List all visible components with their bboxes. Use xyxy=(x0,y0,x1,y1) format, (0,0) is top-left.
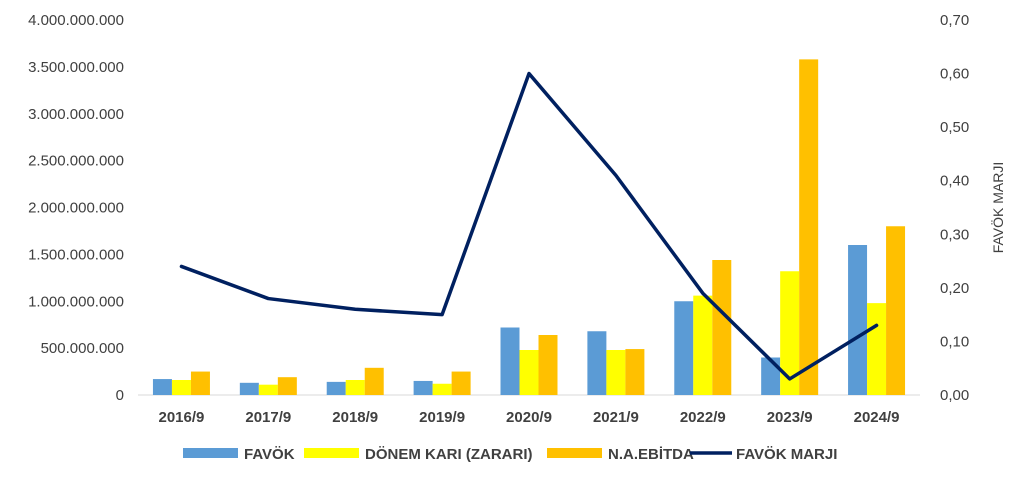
bar-d-nem-kari-zarari xyxy=(171,380,191,395)
bar-n-a-ebi-tda xyxy=(277,377,297,395)
bar-fav-k xyxy=(587,331,607,395)
bar-n-a-ebi-tda xyxy=(625,349,645,395)
legend-swatch xyxy=(547,448,602,458)
bar-d-nem-kari-zarari xyxy=(780,271,800,395)
bar-d-nem-kari-zarari xyxy=(693,295,713,395)
bar-n-a-ebi-tda xyxy=(451,371,471,395)
bar-n-a-ebi-tda xyxy=(538,335,558,395)
y-left-tick-label: 1.500.000.000 xyxy=(28,246,124,263)
x-axis: 2016/9 2017/9 2018/9 2019/9 2020/9 2021/9 2022… xyxy=(138,394,920,426)
line-fav-k-marji xyxy=(179,71,879,381)
x-tick-label: 2021/9 xyxy=(593,409,639,426)
x-tick-label: 2023/9 xyxy=(767,409,813,426)
bar-n-a-ebi-tda xyxy=(190,371,210,395)
x-tick-label: 2022/9 xyxy=(680,409,726,426)
bar-n-a-ebi-tda xyxy=(886,226,906,395)
bar-fav-k xyxy=(413,380,433,395)
legend-swatch xyxy=(304,448,359,458)
bar-d-nem-kari-zarari xyxy=(519,350,539,395)
y-left-tick-label: 2.000.000.000 xyxy=(28,200,124,217)
bar-fav-k xyxy=(674,301,694,395)
bar-n-a-ebi-tda xyxy=(364,367,384,395)
bar-fav-k xyxy=(239,382,259,395)
bar-d-nem-kari-zarari xyxy=(606,350,626,395)
x-tick-label: 2020/9 xyxy=(506,409,552,426)
y-right-tick-label: 0,60 xyxy=(940,66,969,83)
y-axis-right-title: FAVÖK MARJI xyxy=(989,162,1006,254)
bar-fav-k xyxy=(848,245,868,395)
y-right-tick-label: 0,10 xyxy=(940,333,969,350)
bar-fav-k xyxy=(326,381,346,395)
y-left-tick-label: 1.000.000.000 xyxy=(28,293,124,310)
x-tick-label: 2016/9 xyxy=(158,409,204,426)
y-right-tick-label: 0,00 xyxy=(940,387,969,404)
bar-n-a-ebi-tda xyxy=(799,59,819,395)
y-right-tick-label: 0,20 xyxy=(940,280,969,297)
bar-fav-k xyxy=(152,379,172,395)
y-left-tick-label: 3.500.000.000 xyxy=(28,59,124,76)
y-axis-left: 0 500.000.000 1.000.000.000 1.500.000.000 2.… xyxy=(28,12,124,404)
y-left-tick-label: 2.500.000.000 xyxy=(28,153,124,170)
legend: FAVÖK DÖNEM KARI (ZARARI) N.A.EBİTDA FAVÖK … xyxy=(183,446,837,463)
x-tick-label: 2017/9 xyxy=(245,409,291,426)
y-right-tick-label: 0,30 xyxy=(940,226,969,243)
y-left-tick-label: 4.000.000.000 xyxy=(28,12,124,29)
bar-n-a-ebi-tda xyxy=(712,260,732,395)
legend-swatch xyxy=(183,448,238,458)
y-left-tick-label: 500.000.000 xyxy=(41,340,124,357)
y-right-tick-label: 0,50 xyxy=(940,119,969,136)
legend-label: FAVÖK xyxy=(244,446,295,463)
bar-fav-k xyxy=(761,357,781,395)
bar-d-nem-kari-zarari xyxy=(258,384,278,395)
legend-label: DÖNEM KARI (ZARARI) xyxy=(365,446,532,463)
legend-label: FAVÖK MARJI xyxy=(736,446,837,463)
x-tick-label: 2019/9 xyxy=(419,409,465,426)
x-tick-label: 2024/9 xyxy=(854,409,900,426)
y-left-tick-label: 3.000.000.000 xyxy=(28,106,124,123)
x-tick-label: 2018/9 xyxy=(332,409,378,426)
bar-d-nem-kari-zarari xyxy=(867,303,887,395)
y-right-tick-label: 0,70 xyxy=(940,12,969,29)
legend-label: N.A.EBİTDA xyxy=(608,446,694,463)
bar-fav-k xyxy=(500,327,520,395)
line-series xyxy=(179,71,879,381)
bar-d-nem-kari-zarari xyxy=(432,383,452,395)
bar-d-nem-kari-zarari xyxy=(345,380,365,395)
y-axis-right: 0,00 0,10 0,20 0,30 0,40 0,50 0,60 0,70 xyxy=(940,12,969,404)
y-right-tick-label: 0,40 xyxy=(940,173,969,190)
y-left-tick-label: 0 xyxy=(116,387,124,404)
bar-series xyxy=(152,59,906,395)
